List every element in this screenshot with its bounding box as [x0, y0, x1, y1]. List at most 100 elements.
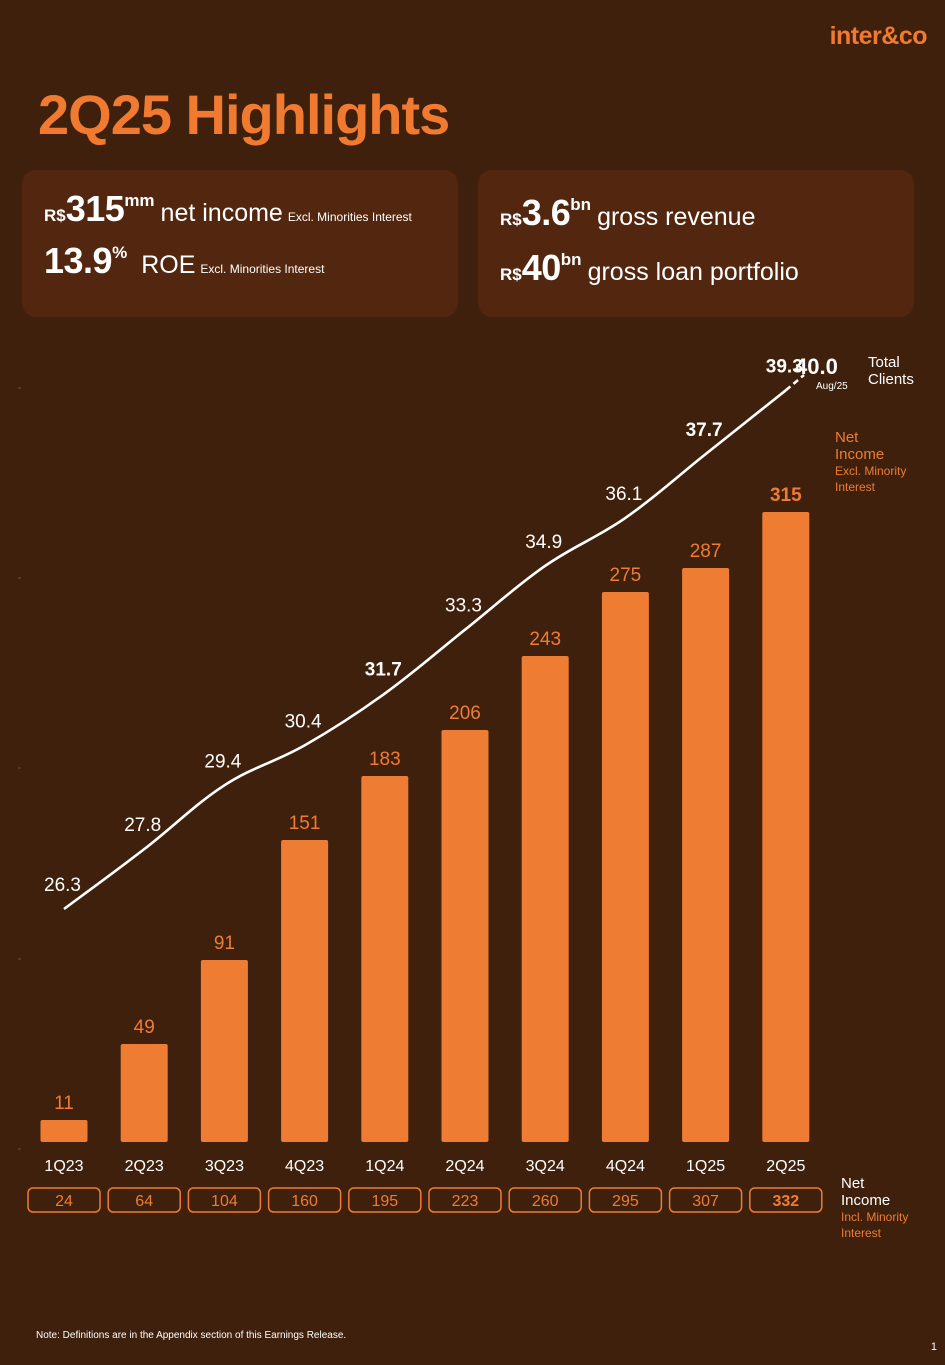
incl-minority-value: 260 — [532, 1193, 559, 1210]
legend-incl-line2: Income — [841, 1192, 890, 1209]
category-label: 2Q25 — [766, 1158, 805, 1175]
legend-clients-line1: Total — [868, 354, 900, 371]
currency-label: R$ — [500, 265, 522, 284]
clients-value-label: 39.3 — [766, 356, 803, 377]
incl-minority-value: 307 — [692, 1193, 719, 1210]
net-income-sublabel: Excl. Minorities Interest — [287, 210, 412, 224]
incl-minority-box — [187, 1187, 262, 1213]
clients-value-label: 26.3 — [44, 875, 81, 896]
clients-aug25-value: 40.0 — [795, 354, 838, 379]
legend-clients-line2: Clients — [868, 371, 914, 388]
incl-minority-box — [668, 1187, 743, 1213]
page-number: 1 — [930, 1341, 937, 1353]
incl-minority-box — [588, 1187, 663, 1213]
kpi-net-income: R$ 315 mm net income Excl. Minorities In… — [44, 188, 412, 230]
legend-excl-line2: Income — [835, 446, 884, 463]
legend-incl-line4: Interest — [841, 1226, 882, 1240]
incl-minority-box — [508, 1187, 582, 1213]
category-label: 3Q24 — [526, 1158, 565, 1175]
bar-value-label: 49 — [134, 1017, 155, 1038]
bar-2q25 — [762, 512, 810, 1142]
bar-value-label: 315 — [770, 485, 802, 506]
category-label: 3Q23 — [205, 1158, 244, 1175]
category-label: 1Q24 — [365, 1158, 404, 1175]
legend-incl-line1: Net — [841, 1175, 865, 1192]
bar-1q23 — [40, 1120, 88, 1142]
gross-revenue-unit: bn — [570, 195, 592, 214]
clients-value-label: 36.1 — [605, 484, 642, 505]
loan-portfolio-value: 40 — [521, 247, 562, 288]
bar-value-label: 183 — [369, 749, 401, 770]
incl-minority-box — [27, 1187, 101, 1213]
category-label: 1Q23 — [44, 1158, 83, 1175]
roe-sublabel: Excl. Minorities Interest — [200, 262, 325, 276]
footnote: Note: Definitions are in the Appendix se… — [36, 1330, 347, 1341]
bar-value-label: 287 — [690, 541, 722, 562]
incl-minority-box — [749, 1187, 823, 1213]
bar-value-label: 11 — [54, 1093, 74, 1114]
incl-minority-box — [348, 1187, 422, 1213]
bar-value-label: 206 — [449, 703, 481, 724]
clients-dashed-extension — [784, 374, 805, 392]
legend-excl-line1: Net — [835, 429, 859, 446]
clients-aug25-label: Aug/25 — [816, 381, 848, 392]
clients-line — [63, 389, 787, 911]
bar-2q24 — [441, 730, 489, 1142]
clients-value-label: 30.4 — [285, 711, 322, 732]
clients-value-label: 31.7 — [365, 660, 402, 681]
kpi-loan-portfolio: R$ 40 bn gross loan portfolio — [500, 247, 799, 289]
incl-minority-value: 24 — [55, 1193, 73, 1210]
incl-minority-value: 195 — [371, 1193, 398, 1210]
bar-2q23 — [120, 1044, 168, 1142]
category-label: 2Q24 — [445, 1158, 484, 1175]
gross-revenue-label: gross revenue — [597, 203, 756, 231]
kpi-gross-revenue: R$ 3.6 bn gross revenue — [500, 192, 756, 234]
roe-unit: % — [112, 243, 128, 262]
clients-value-label: 29.4 — [204, 751, 241, 772]
incl-minority-value: 223 — [452, 1193, 479, 1210]
net-income-value: 315 — [65, 188, 125, 229]
bar-1q24 — [361, 776, 409, 1142]
clients-value-label: 34.9 — [525, 532, 562, 553]
currency-label: R$ — [500, 210, 522, 229]
bar-value-label: 151 — [289, 813, 321, 834]
kpi-card-revenue: R$ 3.6 bn gross revenue R$ 40 bn gross l… — [478, 170, 914, 317]
incl-minority-box — [267, 1187, 342, 1213]
incl-minority-box — [107, 1187, 181, 1213]
incl-minority-value: 104 — [211, 1193, 238, 1210]
category-label: 4Q23 — [285, 1158, 324, 1175]
legend-excl-line4: Interest — [835, 480, 876, 494]
clients-value-label: 37.7 — [686, 420, 723, 441]
bar-3q24 — [521, 656, 569, 1142]
gross-revenue-value: 3.6 — [521, 192, 571, 233]
kpi-card-income: R$ 315 mm net income Excl. Minorities In… — [22, 170, 458, 317]
bar-value-label: 91 — [214, 933, 235, 954]
roe-label: ROE — [141, 251, 196, 279]
incl-minority-value: 160 — [291, 1193, 318, 1210]
category-label: 2Q23 — [125, 1158, 164, 1175]
clients-value-label: 33.3 — [445, 596, 482, 617]
category-label: 4Q24 — [606, 1158, 645, 1175]
incl-minority-value: 295 — [612, 1193, 639, 1210]
kpi-roe: 13.9 % ROE Excl. Minorities Interest — [44, 240, 324, 282]
brand-logo: inter&co — [829, 22, 928, 50]
page-title: 2Q25 Highlights — [38, 83, 450, 146]
legend-excl-line3: Excl. Minority — [835, 464, 906, 478]
incl-minority-value: 64 — [135, 1193, 153, 1210]
bar-3q23 — [200, 960, 248, 1142]
loan-portfolio-unit: bn — [560, 250, 582, 269]
legend-incl-line3: Incl. Minority — [841, 1210, 908, 1224]
bar-4q23 — [281, 840, 329, 1142]
incl-minority-box — [428, 1187, 502, 1213]
net-income-label: net income — [160, 199, 283, 227]
bar-1q25 — [682, 568, 730, 1142]
net-income-unit: mm — [124, 191, 155, 210]
bar-value-label: 243 — [529, 629, 561, 650]
category-label: 1Q25 — [686, 1158, 725, 1175]
bar-4q24 — [601, 592, 649, 1142]
currency-label: R$ — [44, 206, 66, 225]
loan-portfolio-label: gross loan portfolio — [587, 258, 799, 286]
bar-value-label: 275 — [610, 565, 642, 586]
highlights-chart: 11 1Q23 24 49 2Q23 64 91 3Q23 104 151 4Q23 160 183 1Q… — [18, 354, 914, 1240]
incl-minority-value: 332 — [772, 1193, 799, 1210]
